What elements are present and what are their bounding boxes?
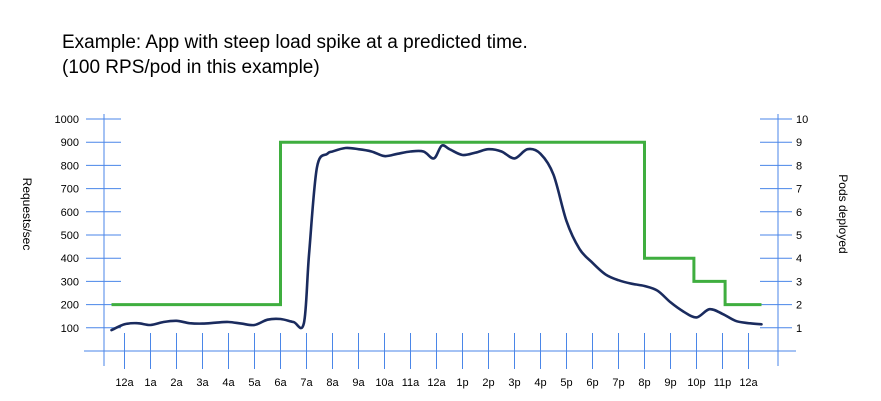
x-tick-label: 12a — [427, 377, 446, 389]
y-right-tick-label: 2 — [796, 300, 802, 312]
x-tick-label: 1a — [144, 377, 157, 389]
x-tick-label: 7a — [300, 377, 313, 389]
x-tick-label: 2p — [482, 377, 494, 389]
x-tick-label: 8a — [326, 377, 339, 389]
y-left-tick-label: 800 — [61, 160, 79, 172]
y-right-tick-label: 5 — [796, 230, 802, 242]
y-left-tick-label: 1000 — [55, 114, 79, 126]
x-tick-label: 4a — [222, 377, 235, 389]
y-left-tick-label: 600 — [61, 207, 79, 219]
y-left-tick-label: 900 — [61, 137, 79, 149]
x-tick-label: 12a — [115, 377, 134, 389]
y-left-tick-label: 400 — [61, 253, 79, 265]
y-axis-left-label: Requests/sec — [20, 178, 34, 251]
x-tick-label: 3a — [196, 377, 209, 389]
x-tick-label: 3p — [508, 377, 520, 389]
x-tick-label: 11a — [402, 377, 420, 389]
y-right-tick-label: 9 — [796, 137, 802, 149]
y-right-tick-label: 4 — [796, 253, 802, 265]
requests-per-sec-line — [110, 144, 763, 332]
y-right-tick-label: 6 — [796, 207, 802, 219]
x-tick-label: 5p — [560, 377, 572, 389]
x-tick-label: 10a — [375, 377, 394, 389]
y-left-tick-label: 500 — [61, 230, 79, 242]
x-tick-label: 9a — [352, 377, 365, 389]
x-tick-label: 1p — [456, 377, 468, 389]
x-tick-label: 4p — [534, 377, 546, 389]
x-tick-label: 7p — [612, 377, 624, 389]
chart-title-line-2: (100 RPS/pod in this example) — [62, 57, 320, 78]
y-left-tick-label: 100 — [61, 323, 79, 335]
y-left-tick-label: 200 — [61, 300, 79, 312]
x-tick-label: 6p — [586, 377, 598, 389]
chart-title: Example: App with steep load spike at a … — [62, 30, 528, 80]
x-tick-label: 9p — [664, 377, 676, 389]
y-right-tick-label: 10 — [796, 114, 808, 126]
y-left-tick-label: 700 — [61, 184, 79, 196]
y-right-tick-label: 7 — [796, 184, 802, 196]
x-tick-label: 6a — [274, 377, 287, 389]
y-axis-right-label: Pods deployed — [836, 174, 850, 253]
x-tick-label: 11p — [714, 377, 732, 389]
x-tick-label: 10p — [687, 377, 705, 389]
y-right-tick-label: 3 — [796, 276, 802, 288]
x-tick-label: 8p — [638, 377, 650, 389]
y-left-tick-label: 300 — [61, 276, 79, 288]
x-tick-label: 2a — [170, 377, 183, 389]
pods-deployed-line — [111, 140, 762, 307]
y-right-tick-label: 1 — [796, 323, 802, 335]
y-right-tick-label: 8 — [796, 160, 802, 172]
x-tick-label: 5a — [248, 377, 261, 389]
x-tick-label: 12a — [739, 377, 758, 389]
chart-title-line-1: Example: App with steep load spike at a … — [62, 32, 528, 53]
